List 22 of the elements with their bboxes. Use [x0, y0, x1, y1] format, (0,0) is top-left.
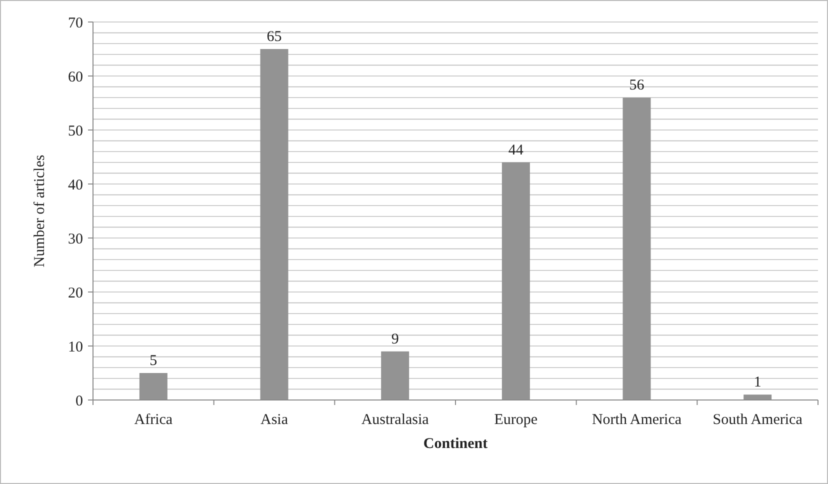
- x-tick-label: North America: [592, 412, 682, 428]
- y-tick-label: 30: [68, 231, 83, 248]
- x-axis-title: Continent: [423, 436, 488, 452]
- data-label: 9: [391, 331, 399, 348]
- y-tick-label: 60: [68, 69, 83, 86]
- data-label: 5: [150, 353, 158, 369]
- y-tick-label: 10: [68, 339, 83, 356]
- y-tick-label: 20: [68, 285, 83, 302]
- y-tick-label: 40: [68, 177, 83, 194]
- x-tick-label: Europe: [494, 412, 538, 428]
- x-tick-label: Asia: [260, 412, 288, 428]
- x-tick-label: South America: [712, 412, 803, 428]
- y-tick-label: 0: [76, 393, 83, 410]
- x-tick-label: Africa: [134, 412, 173, 428]
- data-label: 44: [508, 142, 524, 158]
- y-tick-label: 50: [68, 123, 83, 140]
- x-tick-label: Australasia: [361, 412, 430, 428]
- y-axis-title: Number of articles: [32, 154, 48, 268]
- data-label: 1: [754, 374, 762, 391]
- y-tick-label: 70: [68, 15, 83, 32]
- data-label: 65: [266, 29, 282, 45]
- data-label: 56: [629, 78, 645, 94]
